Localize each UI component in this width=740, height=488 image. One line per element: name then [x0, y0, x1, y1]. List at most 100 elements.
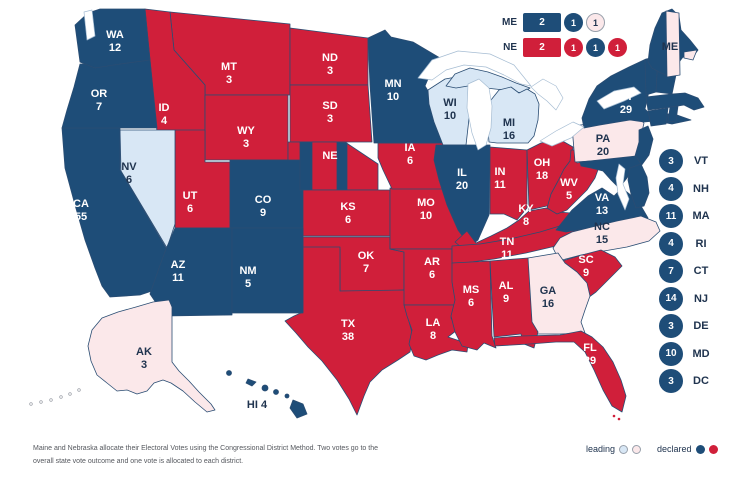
state-label-tn: TN	[500, 236, 515, 248]
state-label-va: VA	[595, 192, 610, 204]
state-al[interactable]	[489, 257, 539, 349]
state-label-ga: GA	[540, 285, 557, 297]
ne-district-stripe-2	[336, 141, 348, 191]
state-label-ak: AK	[136, 346, 152, 358]
state-label-ks: KS	[340, 201, 355, 213]
state-nj[interactable]	[634, 125, 654, 167]
svg-text:20: 20	[597, 146, 609, 158]
state-label-id: ID	[159, 102, 170, 114]
state-hi[interactable]	[289, 399, 308, 419]
state-ak[interactable]	[87, 299, 216, 413]
list-item-de: 3 DE	[659, 314, 713, 338]
ne-district-1-circle: 1	[564, 38, 583, 57]
state-label-ny: NY	[618, 91, 634, 103]
state-label-in: IN	[495, 166, 506, 178]
de-label: DE	[693, 320, 709, 332]
state-ca[interactable]	[61, 127, 167, 298]
list-item-md: 10 MD	[659, 341, 713, 366]
dc-ev-circle: 3	[659, 369, 683, 393]
svg-text:6: 6	[468, 297, 474, 309]
nh-ev-circle: 4	[659, 176, 683, 201]
svg-text:4: 4	[161, 115, 168, 127]
state-hi[interactable]	[284, 393, 290, 399]
state-ma[interactable]	[645, 92, 705, 111]
state-label-sc: SC	[578, 254, 593, 266]
puget-sound	[83, 9, 96, 41]
state-de[interactable]	[627, 163, 650, 209]
svg-text:12: 12	[109, 42, 121, 54]
state-label-fl: FL	[583, 342, 597, 354]
svg-text:55: 55	[75, 211, 87, 223]
state-label-wi: WI	[443, 97, 456, 109]
lake-superior	[417, 50, 532, 87]
state-hi[interactable]	[226, 370, 232, 376]
cd-method-legend: ME 2 1 1 NE 2 1 1 1	[495, 13, 627, 57]
me-district-2-circle: 1	[586, 13, 605, 32]
state-nv[interactable]	[119, 129, 176, 249]
svg-text:3: 3	[327, 113, 333, 125]
lake-erie	[539, 121, 585, 147]
svg-text:9: 9	[583, 267, 589, 279]
list-item-ri: 4 RI	[659, 231, 713, 256]
svg-text:11: 11	[172, 272, 184, 284]
aleutian-islet	[59, 395, 63, 399]
svg-text:6: 6	[126, 174, 132, 186]
lake-michigan	[466, 78, 493, 151]
status-legend: leading declared	[586, 444, 718, 454]
me-row-label: ME	[502, 17, 517, 28]
state-fl[interactable]	[493, 330, 627, 413]
state-nm[interactable]	[231, 227, 304, 314]
footnote-line-1: Maine and Nebraska allocate their Electo…	[33, 445, 379, 452]
state-ks[interactable]	[302, 189, 391, 237]
svg-text:16: 16	[542, 298, 554, 310]
state-hi[interactable]	[273, 389, 279, 395]
svg-text:7: 7	[96, 101, 102, 113]
state-nc[interactable]	[552, 215, 661, 261]
ma-label: MA	[692, 210, 710, 222]
lake-huron	[530, 78, 564, 111]
state-label-az: AZ	[171, 259, 186, 271]
florida-keys-islet	[617, 417, 621, 421]
list-item-ct: 7 CT	[659, 259, 713, 283]
state-ri[interactable]	[667, 105, 679, 123]
ri-label: RI	[695, 237, 707, 250]
svg-text:3: 3	[327, 65, 333, 77]
state-sd[interactable]	[289, 84, 373, 143]
svg-text:5: 5	[566, 190, 572, 202]
state-hi[interactable]	[261, 384, 269, 392]
state-label-wv: WV	[560, 177, 578, 189]
svg-text:6: 6	[407, 155, 413, 167]
svg-text:11: 11	[494, 179, 506, 191]
state-label-mi: MI	[503, 117, 515, 129]
me-at-large-box: 2	[523, 13, 561, 32]
declared-rep-dot	[708, 444, 718, 454]
svg-text:9: 9	[503, 293, 509, 305]
state-label-wy: WY	[237, 125, 255, 137]
state-ms[interactable]	[450, 260, 497, 351]
lake-ontario	[596, 86, 642, 110]
dc-label: DC	[693, 375, 709, 387]
svg-text:29: 29	[620, 104, 632, 116]
svg-text:7: 7	[363, 263, 369, 275]
ne-district-stripe-1	[299, 141, 313, 191]
state-mi[interactable]	[486, 86, 540, 144]
state-label-me: ME	[662, 41, 679, 53]
ne-district-3-circle: 1	[608, 38, 627, 57]
state-label-al: AL	[499, 280, 514, 292]
state-hi[interactable]	[245, 378, 257, 387]
svg-text:6: 6	[187, 203, 193, 215]
cd-method-footnote: Maine and Nebraska allocate their Electo…	[33, 442, 433, 468]
state-ct[interactable]	[647, 107, 669, 127]
state-label-ms: MS	[463, 284, 480, 296]
svg-text:13: 13	[596, 205, 608, 217]
chesapeake-bay	[615, 163, 630, 211]
me-cd-row: ME 2 1 1	[495, 13, 627, 32]
svg-text:8: 8	[430, 330, 436, 342]
vt-ev-circle: 3	[659, 149, 683, 173]
state-label-sd: SD	[322, 100, 337, 112]
svg-text:20: 20	[456, 180, 468, 192]
aleutian-islet	[39, 400, 43, 404]
state-label-hi: HI 4	[247, 399, 268, 411]
state-or[interactable]	[61, 59, 158, 129]
ne-at-large-box: 2	[523, 38, 561, 57]
